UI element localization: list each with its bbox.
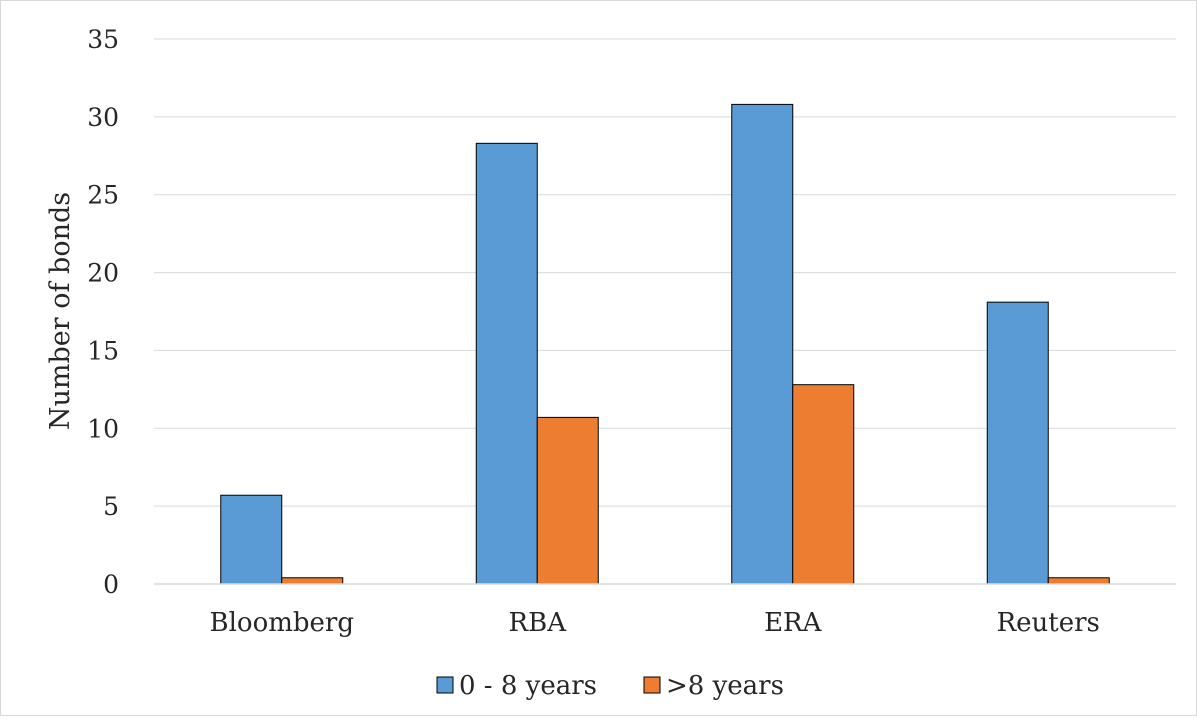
bar-bloomberg-series-2 [281, 577, 344, 585]
y-tick-label: 35 [87, 25, 119, 54]
bar-reuters-series-2 [1047, 577, 1110, 585]
y-tick-label: 0 [103, 570, 119, 599]
y-tick-label: 15 [87, 336, 119, 365]
x-category-label: Reuters [997, 608, 1100, 638]
x-category-label: RBA [509, 608, 568, 638]
y-tick-label: 5 [103, 492, 119, 521]
legend-label: >8 years [666, 671, 784, 701]
legend: 0 - 8 years >8 years [436, 671, 784, 701]
bar-era-series-1 [731, 103, 794, 585]
gridlines [154, 38, 1176, 507]
bar-bloomberg-series-1 [220, 494, 283, 585]
bar-rba-series-1 [475, 142, 538, 585]
y-tick-label: 30 [87, 103, 119, 132]
x-axis-categories: Bloomberg RBA ERA Reuters [210, 608, 1100, 638]
y-tick-label: 10 [87, 414, 119, 443]
y-axis-title: Number of bonds [45, 192, 76, 430]
bars [220, 103, 1110, 585]
legend-label: 0 - 8 years [459, 671, 597, 701]
y-tick-label: 25 [87, 181, 119, 210]
bar-rba-series-2 [536, 416, 599, 585]
bar-era-series-2 [792, 384, 855, 585]
legend-swatch-series-2 [643, 676, 661, 694]
y-axis-ticks: 0 5 10 15 20 25 30 35 [87, 25, 119, 599]
legend-swatch-series-1 [436, 676, 454, 694]
x-category-label: ERA [764, 608, 823, 638]
x-category-label: Bloomberg [210, 608, 355, 638]
y-tick-label: 20 [87, 259, 119, 288]
bar-reuters-series-1 [986, 301, 1049, 585]
